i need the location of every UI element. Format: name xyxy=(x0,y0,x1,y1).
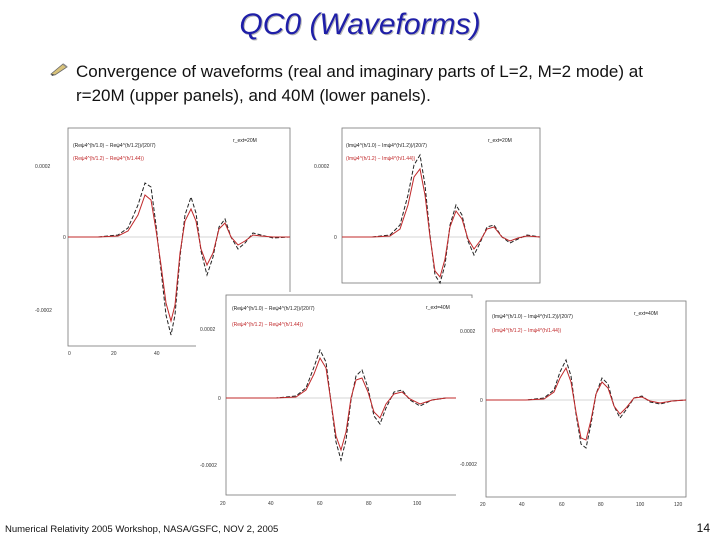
y-tick: 0.0002 xyxy=(314,164,330,170)
black-waveform xyxy=(342,153,541,285)
x-tick: 40 xyxy=(519,502,525,508)
legend-entry-red: (Reψ4^(h/1.2) − Reψ4^(h/1.44)) xyxy=(232,322,303,328)
y-tick: 0 xyxy=(334,235,337,241)
x-tick: 60 xyxy=(559,502,565,508)
radius-label: r_ext=40M xyxy=(426,305,450,311)
black-waveform xyxy=(226,348,472,462)
red-waveform xyxy=(486,366,687,441)
waveform-plot-upper-right: 0.0002 0 (Imψ4^(h/1.0) − Imψ4^(h/1.2))/(… xyxy=(314,127,541,285)
legend-entry-black: (Imψ4^(h/1.0) − Imψ4^(h/1.2))/(20/7) xyxy=(346,143,427,149)
x-tick: 80 xyxy=(598,502,604,508)
y-tick: 0.0002 xyxy=(460,329,476,335)
x-tick: 120 xyxy=(674,502,683,508)
red-waveform xyxy=(226,356,472,452)
panel-upper-left: 0.0002 0 -0.0002 0 20 40 6 (Reψ4^(h/1.0)… xyxy=(33,125,295,365)
panel-lower-right: 0.0002 0 -0.0002 20 40 60 80 100 120 (Im… xyxy=(456,298,690,512)
x-tick: 20 xyxy=(480,502,486,508)
radius-label: r_ext=40M xyxy=(634,311,658,317)
legend-entry-red: (Imψ4^(h/1.2) − Imψ4^(h/1.44)) xyxy=(492,328,562,334)
footer-text: Numerical Relativity 2005 Workshop, NASA… xyxy=(5,524,279,535)
legend-entry-black: (Reψ4^(h/1.0) − Reψ4^(h/1.2))/(20/7) xyxy=(232,306,315,312)
x-tick: 80 xyxy=(366,501,372,507)
y-tick: -0.0002 xyxy=(460,462,477,468)
slide-title: QC0 (Waveforms) xyxy=(239,8,481,41)
legend-entry-red: (Imψ4^(h/1.2) − Imψ4^(h/1.44)) xyxy=(346,156,416,162)
legend-entry-black: (Imψ4^(h/1.0) − Imψ4^(h/1.2))/(20/7) xyxy=(492,314,573,320)
pen-bullet-icon xyxy=(50,63,68,76)
x-tick: 100 xyxy=(636,502,645,508)
waveform-plot-lower-right: 0.0002 0 -0.0002 20 40 60 80 100 120 (Im… xyxy=(460,300,687,508)
waveform-plot-lower-left: 0.0002 0 -0.0002 20 40 60 80 100 120 (Re… xyxy=(200,294,473,507)
y-tick: 0 xyxy=(480,398,483,404)
red-waveform xyxy=(68,194,290,323)
waveform-plot-upper-left: 0.0002 0 -0.0002 0 20 40 6 (Reψ4^(h/1.0)… xyxy=(35,127,291,357)
black-waveform xyxy=(68,182,291,336)
red-waveform xyxy=(342,167,541,279)
bullet-text: Convergence of waveforms (real and imagi… xyxy=(76,62,643,105)
y-tick: -0.0002 xyxy=(200,463,217,469)
y-tick: 0.0002 xyxy=(200,327,216,333)
y-tick: 0 xyxy=(63,235,66,241)
x-tick: 0 xyxy=(68,351,71,357)
panel-lower-left: 0.0002 0 -0.0002 20 40 60 80 100 120 (Re… xyxy=(196,292,478,512)
x-tick: 40 xyxy=(268,501,274,507)
y-tick: 0.0002 xyxy=(35,164,51,170)
radius-label: r_ext=20M xyxy=(488,138,512,144)
x-tick: 40 xyxy=(154,351,160,357)
x-tick: 100 xyxy=(413,501,422,507)
x-tick: 20 xyxy=(111,351,117,357)
page-number: 14 xyxy=(696,521,710,535)
x-tick: 60 xyxy=(317,501,323,507)
panel-upper-right: 0.0002 0 (Imψ4^(h/1.0) − Imψ4^(h/1.2))/(… xyxy=(312,125,544,285)
legend-entry-red: (Reψ4^(h/1.2) − Reψ4^(h/1.44)) xyxy=(73,156,144,162)
legend-entry-black: (Reψ4^(h/1.0) − Reψ4^(h/1.2))/(20/7) xyxy=(73,143,156,149)
radius-label: r_ext=20M xyxy=(233,138,257,144)
x-tick: 20 xyxy=(220,501,226,507)
y-tick: -0.0002 xyxy=(35,308,52,314)
black-waveform xyxy=(486,358,687,449)
y-tick: 0 xyxy=(218,396,221,402)
